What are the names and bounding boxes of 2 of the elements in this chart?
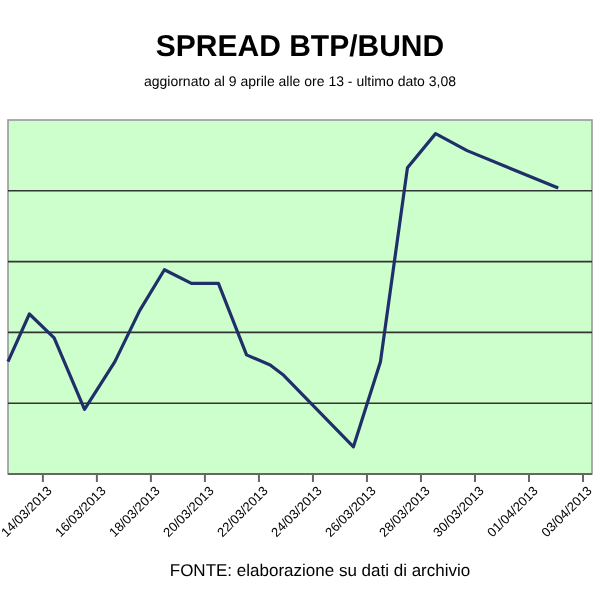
chart-title: SPREAD BTP/BUND bbox=[155, 30, 445, 64]
source-note: FONTE: elaborazione su dati di archivio bbox=[169, 560, 471, 580]
